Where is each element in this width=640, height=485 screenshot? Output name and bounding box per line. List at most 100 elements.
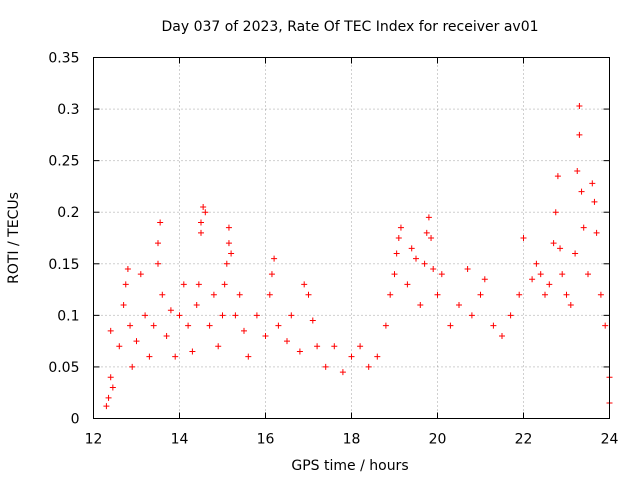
data-point [296,348,303,355]
data-point [219,312,226,319]
data-point [397,224,404,231]
data-point [572,250,579,257]
data-point [387,291,394,298]
data-point [262,332,269,339]
data-point [559,271,566,278]
data-point [481,276,488,283]
data-point [516,291,523,298]
data-point [176,312,183,319]
data-point [546,281,553,288]
data-point [567,302,574,309]
data-point [236,291,243,298]
data-point [425,214,432,221]
data-point [103,403,110,410]
x-tick-label: 20 [429,432,447,448]
data-point [477,291,484,298]
data-point [438,271,445,278]
data-point [155,240,161,247]
data-point [210,291,217,298]
x-tick-label: 24 [601,432,619,448]
data-point [268,271,275,278]
data-point [550,240,557,247]
data-point [200,204,207,211]
data-point [574,167,581,174]
data-point [542,291,548,298]
data-point [331,343,338,350]
data-point [159,291,166,298]
data-point [557,245,564,252]
data-point [129,363,136,370]
data-point [554,173,561,180]
data-point [593,229,600,236]
data-point [146,353,153,360]
data-point [533,260,540,267]
data-point [589,180,596,187]
data-point [301,281,308,288]
data-point [127,322,134,329]
data-point [322,363,329,370]
data-point [576,102,583,109]
data-point [529,276,536,283]
data-point [225,240,232,247]
data-point [221,281,228,288]
data-point [393,250,400,257]
y-axis-title: ROTI / TECUs [6,192,22,284]
chart-title: Day 037 of 2023, Rate Of TEC Index for r… [161,19,538,35]
data-point [120,302,127,309]
x-tick-label: 18 [343,432,361,448]
data-point [116,343,123,350]
data-point [155,260,161,267]
data-point [417,302,424,309]
data-point [580,224,587,231]
data-point [421,260,428,267]
data-point [578,188,585,195]
data-point [464,265,471,272]
data-point [490,322,497,329]
data-point [241,327,247,334]
data-point [456,302,462,309]
data-point [198,219,204,226]
data-point [597,291,604,298]
data-point [423,229,430,236]
data-point [172,353,179,360]
data-point [198,229,204,236]
data-point [180,281,187,288]
data-point [150,322,157,329]
data-point [430,265,437,272]
data-point [225,224,232,231]
data-point [447,322,454,329]
data-points [103,102,613,410]
data-point [591,198,598,205]
data-point [309,317,316,324]
data-point [228,250,235,257]
data-point [215,343,222,350]
data-point [348,353,355,360]
data-point [434,291,441,298]
data-point [195,281,202,288]
data-point [122,281,129,288]
x-tick-label: 14 [171,432,189,448]
data-point [391,271,398,278]
data-point [563,291,570,298]
plot-frame [93,57,610,419]
data-point [142,312,149,319]
y-tick-label: 0.15 [48,257,79,273]
data-point [357,343,364,350]
axis-ticks: 12 14 16 18 20 22 24 0 0.05 0.1 0.15 0.2 0.25 0.3 0.35 [48,51,618,448]
data-point [167,307,174,314]
grid [93,57,610,419]
data-point [193,302,200,309]
data-point [206,322,213,329]
data-point [245,353,252,360]
y-tick-label: 0.35 [48,51,79,67]
data-point [133,338,140,345]
data-point [253,312,260,319]
data-point [382,322,389,329]
data-point [107,327,114,334]
data-point [266,291,273,298]
y-tick-label: 0.2 [57,205,79,221]
data-point [232,312,239,319]
data-point [576,131,583,138]
data-point [408,245,415,252]
data-point [374,353,381,360]
